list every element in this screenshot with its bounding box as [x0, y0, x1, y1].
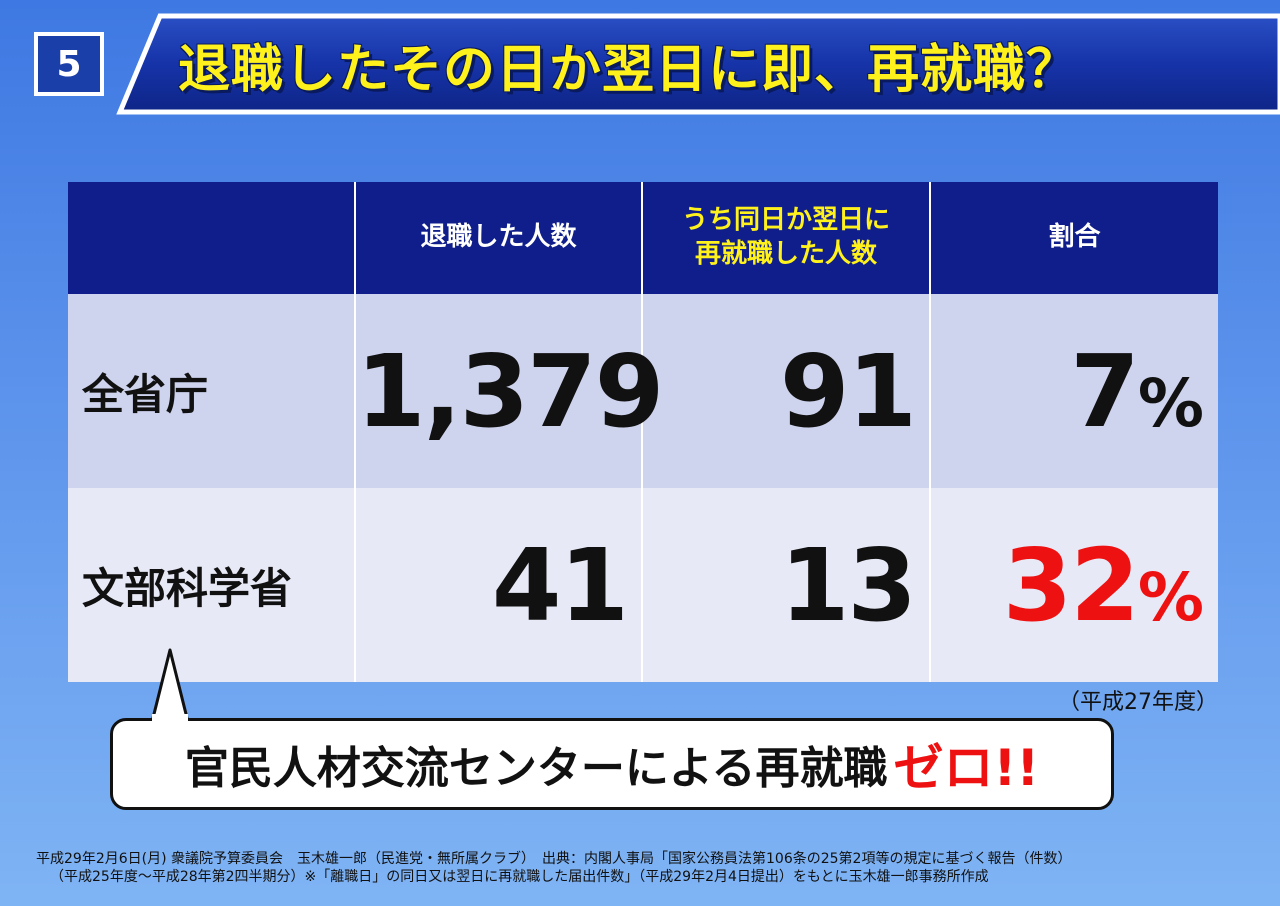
callout-tail-mask: [152, 714, 188, 724]
row-label: 全省庁: [68, 294, 355, 488]
page-title: 退職したその日か翌日に即、再就職？: [178, 39, 1080, 100]
callout-tail: [150, 648, 190, 724]
row-label: 文部科学省: [68, 488, 355, 682]
header-retired: 退職した人数: [354, 182, 642, 294]
header-ratio: 割合: [929, 182, 1218, 294]
retired-count: 1,379: [354, 294, 664, 488]
year-note: （平成27年度）: [1058, 690, 1218, 715]
header-empty-cell: [68, 182, 355, 294]
reemployed-count: 13: [641, 488, 930, 682]
data-table: 退職した人数 うち同日か翌日に 再就職した人数 割合 全省庁 1,379 91 …: [68, 182, 1218, 682]
percent-sign: %: [1137, 558, 1204, 636]
footer-source: 平成29年2月6日(月) 衆議院予算委員会 玉木雄一郎（民進党・無所属クラブ） …: [36, 850, 1256, 886]
header-reemployed-line2: 再就職した人数: [694, 239, 877, 269]
slide-number-badge: 5: [34, 32, 104, 96]
footer-line-1: 平成29年2月6日(月) 衆議院予算委員会 玉木雄一郎（民進党・無所属クラブ） …: [36, 851, 1072, 867]
table-row: 文部科学省 41 13 32%: [68, 488, 1218, 682]
title-banner: 退職したその日か翌日に即、再就職？: [116, 12, 1280, 116]
footer-line-2: （平成25年度～平成28年第2四半期分）※「離職日」の同日又は翌日に再就職した届…: [50, 869, 989, 885]
header-reemployed: うち同日か翌日に 再就職した人数: [641, 182, 930, 294]
slide-number: 5: [56, 43, 82, 85]
ratio-value: 32: [1002, 526, 1140, 644]
ratio-cell: 7%: [929, 294, 1218, 488]
callout-text: 官民人材交流センターによる再就職: [184, 743, 888, 794]
reemployed-count: 91: [641, 294, 930, 488]
table-header-row: 退職した人数 うち同日か翌日に 再就職した人数 割合: [68, 182, 1218, 294]
percent-sign: %: [1137, 364, 1204, 442]
ratio-value: 7: [1070, 332, 1140, 450]
callout-emphasis: ゼロ!!: [893, 739, 1040, 797]
header-reemployed-line1: うち同日か翌日に: [681, 205, 890, 236]
table-row: 全省庁 1,379 91 7%: [68, 294, 1218, 488]
ratio-cell: 32%: [929, 488, 1218, 682]
callout-box: 官民人材交流センターによる再就職 ゼロ!!: [110, 718, 1114, 810]
retired-count: 41: [354, 488, 642, 682]
title-banner-shape: [116, 13, 1280, 115]
